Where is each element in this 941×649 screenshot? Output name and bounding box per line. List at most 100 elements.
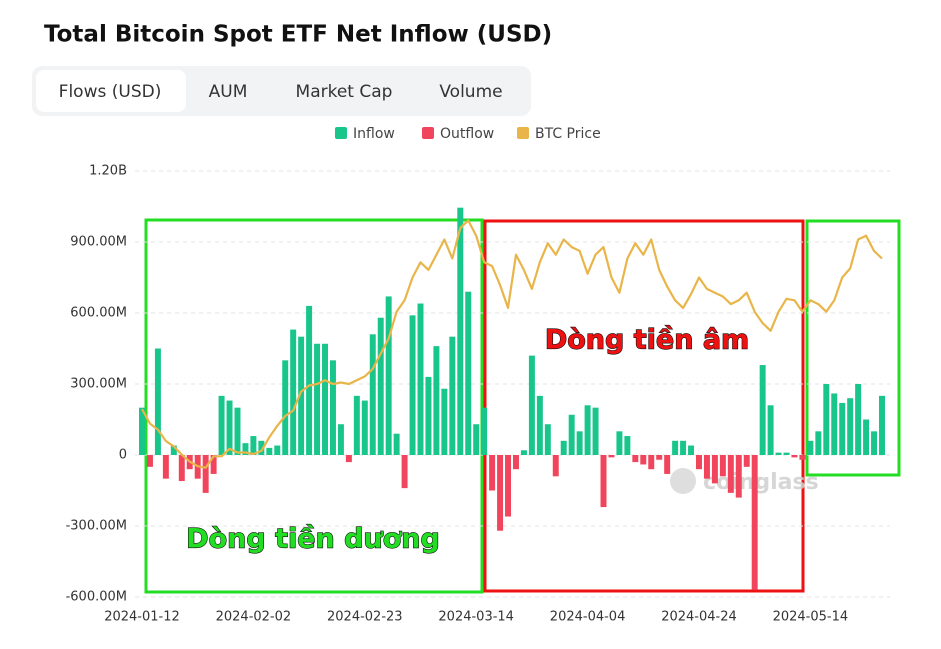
bar bbox=[584, 405, 591, 455]
bar bbox=[290, 329, 297, 455]
legend-label: Outflow bbox=[440, 126, 494, 142]
bar bbox=[568, 414, 575, 455]
positive-box bbox=[805, 219, 901, 477]
bar bbox=[759, 365, 766, 455]
bar bbox=[441, 388, 448, 455]
bar bbox=[672, 440, 679, 455]
annotation: Dòng tiền âm bbox=[545, 325, 749, 356]
bar bbox=[497, 455, 504, 531]
bar bbox=[688, 445, 695, 455]
y-tick-label: -600.00M bbox=[66, 590, 127, 605]
tab[interactable]: Flows (USD) bbox=[59, 82, 162, 102]
x-tick-label: 2024-04-04 bbox=[550, 610, 626, 625]
bar bbox=[847, 398, 854, 455]
bar bbox=[743, 455, 750, 467]
bar bbox=[298, 336, 305, 455]
bar bbox=[520, 450, 527, 455]
bar bbox=[560, 440, 567, 455]
x-tick-label: 2024-02-02 bbox=[216, 610, 292, 625]
bar bbox=[831, 393, 838, 455]
bar bbox=[863, 419, 870, 455]
y-tick-label: -300.00M bbox=[66, 519, 127, 534]
bar bbox=[719, 455, 726, 477]
positive-box bbox=[144, 218, 484, 594]
bar bbox=[361, 400, 368, 455]
bar bbox=[465, 291, 472, 455]
bar bbox=[703, 455, 710, 479]
bar bbox=[680, 440, 687, 455]
bar bbox=[154, 348, 161, 455]
bar bbox=[337, 424, 344, 455]
active-tab-bg bbox=[36, 70, 186, 112]
bar bbox=[815, 431, 822, 455]
legend-swatch bbox=[517, 127, 529, 139]
watermark-icon bbox=[670, 468, 696, 494]
x-tick-label: 2024-05-14 bbox=[773, 610, 849, 625]
x-tick-label: 2024-03-14 bbox=[438, 610, 514, 625]
annotation: Dòng tiền dương bbox=[186, 524, 440, 555]
tab[interactable]: AUM bbox=[209, 82, 248, 102]
bar bbox=[536, 395, 543, 455]
bar bbox=[433, 346, 440, 455]
bar bbox=[473, 424, 480, 455]
y-tick-label: 600.00M bbox=[70, 306, 127, 321]
bar bbox=[170, 445, 177, 455]
tab[interactable]: Market Cap bbox=[296, 82, 393, 102]
bar bbox=[393, 433, 400, 455]
bar bbox=[139, 407, 145, 455]
bar bbox=[552, 455, 559, 477]
bar bbox=[751, 455, 758, 590]
bar bbox=[608, 455, 615, 458]
bar bbox=[369, 334, 376, 455]
bar bbox=[783, 452, 790, 455]
bar bbox=[449, 336, 456, 455]
bar bbox=[807, 440, 814, 455]
y-tick-label: 0 bbox=[119, 448, 127, 463]
y-tick-label: 1.20B bbox=[89, 164, 127, 179]
bar bbox=[727, 455, 734, 493]
bar bbox=[178, 455, 185, 482]
bar bbox=[306, 305, 313, 455]
price-line bbox=[141, 219, 883, 469]
bar bbox=[146, 455, 153, 467]
bar bbox=[489, 455, 496, 491]
bar bbox=[624, 436, 631, 455]
legend-swatch bbox=[335, 127, 347, 139]
chart-title: Total Bitcoin Spot ETF Net Inflow (USD) bbox=[44, 22, 552, 48]
bar bbox=[879, 395, 885, 455]
bar bbox=[632, 455, 639, 463]
bar bbox=[210, 455, 217, 474]
legend-label: Inflow bbox=[353, 126, 395, 142]
legend-swatch bbox=[422, 127, 434, 139]
bar bbox=[656, 455, 663, 460]
bar bbox=[401, 455, 408, 489]
bar bbox=[162, 455, 169, 479]
bar bbox=[592, 407, 599, 455]
bar bbox=[576, 431, 583, 455]
bar bbox=[314, 343, 321, 455]
bar bbox=[640, 455, 647, 465]
bar bbox=[242, 443, 249, 455]
bar bbox=[767, 405, 774, 455]
bar bbox=[823, 384, 830, 455]
bar bbox=[322, 343, 328, 455]
bar bbox=[417, 303, 424, 455]
bar bbox=[425, 376, 432, 455]
tab[interactable]: Volume bbox=[439, 82, 502, 102]
bar bbox=[385, 296, 392, 455]
bar bbox=[481, 407, 488, 455]
bar bbox=[505, 455, 512, 517]
bar bbox=[791, 455, 798, 458]
bar bbox=[329, 360, 336, 455]
bar bbox=[799, 455, 806, 460]
bar bbox=[250, 436, 257, 455]
bar bbox=[258, 440, 265, 455]
bar bbox=[616, 431, 623, 455]
bar bbox=[218, 395, 225, 455]
bar bbox=[648, 455, 655, 470]
bar bbox=[353, 395, 360, 455]
bar bbox=[202, 455, 209, 493]
bar bbox=[345, 455, 352, 463]
bar bbox=[457, 207, 464, 455]
